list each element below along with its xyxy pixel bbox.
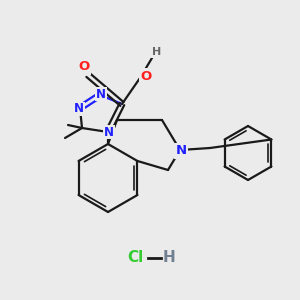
Text: N: N: [104, 125, 114, 139]
Text: O: O: [78, 61, 90, 74]
Text: Cl: Cl: [127, 250, 143, 266]
Text: N: N: [176, 145, 187, 158]
Text: N: N: [74, 103, 84, 116]
Text: H: H: [163, 250, 176, 266]
Text: H: H: [152, 47, 162, 57]
Text: O: O: [140, 70, 152, 83]
Text: N: N: [96, 88, 106, 100]
